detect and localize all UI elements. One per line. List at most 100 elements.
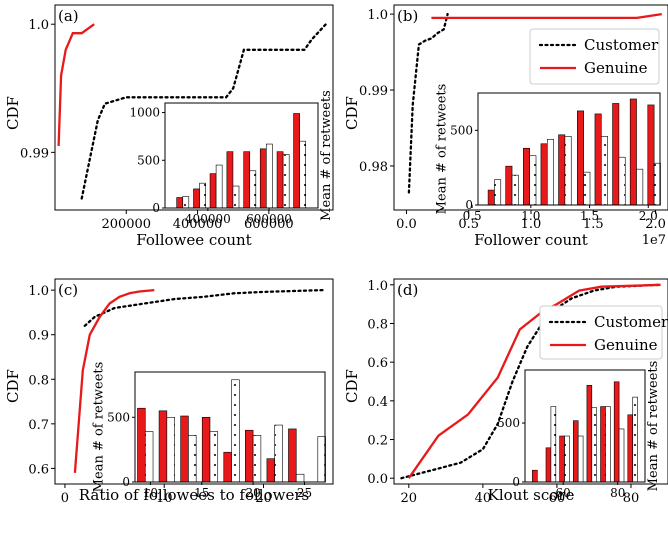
- series-genuine-line: [431, 12, 662, 20]
- bar-genuine: [505, 165, 513, 206]
- bar-customer: [511, 174, 519, 206]
- bar-genuine: [209, 173, 217, 209]
- y-axis-label: CDF: [4, 96, 22, 130]
- x-tick-label: 2.0: [645, 217, 666, 232]
- bar-genuine: [577, 110, 584, 206]
- bar-customer: [232, 185, 240, 209]
- chart-panel-a: 200000 400000 600000 0.99 1.0 Followee count C…: [4, 4, 334, 249]
- bar-genuine: [245, 429, 254, 483]
- bar-customer: [600, 136, 608, 206]
- y-tick-label: 0.99: [359, 84, 388, 99]
- inset-y-tick-label: 0: [152, 201, 160, 215]
- bar-genuine: [613, 381, 620, 483]
- bar-customer: [166, 416, 175, 483]
- inset-x-tick-label: 600000: [246, 212, 292, 226]
- plot-frame: [54, 278, 334, 485]
- bar-customer: [182, 196, 190, 209]
- bar-customer: [494, 179, 502, 206]
- bar-customer: [249, 170, 257, 209]
- inset-x-tick-label: 400000: [185, 212, 231, 226]
- bar-customer: [199, 182, 206, 209]
- bar-genuine: [594, 113, 602, 206]
- inset-frame: [477, 92, 661, 206]
- series-customer-line: [80, 23, 328, 200]
- inset-y-tick-label: 1000: [129, 106, 160, 120]
- x-tick-label: 400000: [173, 217, 223, 232]
- inset-y-tick-label: 500: [450, 123, 473, 137]
- inset-x-tick-label: 15: [194, 486, 209, 500]
- inset-y-axis-label: Mean # of retweets: [92, 362, 107, 493]
- plot-frame: [393, 278, 668, 485]
- inset-bar-chart: 60 80 0 500 Mean # of retweets: [497, 361, 661, 500]
- y-tick-label: 0.4: [367, 395, 388, 410]
- inset-y-tick-label: 0: [122, 475, 130, 489]
- bar-customer: [564, 435, 570, 483]
- y-axis-label: CDF: [4, 369, 22, 403]
- x-tick-label: 600000: [244, 217, 294, 232]
- x-axis-label: Klout score: [488, 486, 575, 504]
- legend-customer-label: Customer: [584, 36, 659, 54]
- bar-customer: [144, 431, 154, 483]
- y-tick-label: 1.0: [367, 279, 388, 294]
- inset-y-axis-label: Mean # of retweets: [435, 84, 450, 215]
- bar-customer: [274, 424, 283, 483]
- bar-genuine: [627, 414, 634, 483]
- inset-frame: [164, 102, 319, 209]
- panel-label: (b): [397, 7, 418, 25]
- series-genuine-line: [73, 288, 155, 473]
- y-tick-label: 0.9: [28, 329, 49, 344]
- bar-genuine: [545, 447, 552, 483]
- bar-customer: [618, 156, 626, 206]
- inset-frame: [134, 371, 326, 483]
- inset-background: [525, 370, 645, 482]
- y-tick-label: 1.0: [28, 18, 49, 33]
- legend-genuine-label: Genuine: [594, 336, 658, 354]
- y-tick-label: 0.8: [367, 317, 388, 332]
- bar-customer: [529, 155, 537, 206]
- x-tick-label: 10: [156, 491, 173, 506]
- x-tick-label: 1.5: [583, 217, 604, 232]
- bar-customer: [577, 435, 584, 483]
- y-axis-label: CDF: [343, 96, 361, 130]
- bar-genuine: [612, 103, 620, 206]
- bar-genuine: [600, 406, 606, 483]
- y-tick-label: 0.8: [28, 373, 49, 388]
- x-tick-label: 60: [549, 491, 566, 506]
- bar-genuine: [259, 148, 267, 209]
- bar-genuine: [201, 416, 211, 483]
- bar-customer: [546, 138, 554, 206]
- inset-x-tick-label: 60: [556, 486, 571, 500]
- bar-genuine: [532, 469, 538, 483]
- bar-genuine: [558, 134, 566, 206]
- y-tick-label: 1.0: [28, 284, 49, 299]
- inset-x-tick-label: 0.5: [463, 209, 482, 223]
- cdf-lines: [57, 23, 328, 200]
- inset-x-tick-label: 10: [143, 486, 158, 500]
- bar-genuine: [266, 458, 275, 483]
- y-tick-label: 0.7: [28, 418, 49, 433]
- x-tick-label: 20: [401, 491, 418, 506]
- inset-x-tick-label: 1.0: [521, 209, 540, 223]
- inset-x-tick-label: 2.0: [639, 209, 658, 223]
- bar-customer: [299, 140, 306, 209]
- bar-genuine: [586, 385, 593, 483]
- x-tick-label: 0: [61, 491, 69, 506]
- bar-customer: [231, 379, 240, 483]
- inset-x-tick-label: 1.5: [580, 209, 599, 223]
- bar-genuine: [193, 188, 200, 209]
- bar-genuine: [223, 451, 232, 483]
- bar-customer: [618, 428, 625, 483]
- bar-genuine: [158, 410, 168, 483]
- bar-genuine: [629, 98, 637, 206]
- inset-x-tick-label: 80: [610, 486, 625, 500]
- inset-frame: [524, 369, 646, 483]
- bar-genuine: [572, 420, 579, 483]
- bar-customer: [265, 143, 273, 209]
- bar-genuine: [243, 151, 251, 209]
- bar-customer: [583, 171, 591, 206]
- x-axis-label: Follower count: [474, 231, 588, 249]
- bar-genuine: [559, 435, 565, 483]
